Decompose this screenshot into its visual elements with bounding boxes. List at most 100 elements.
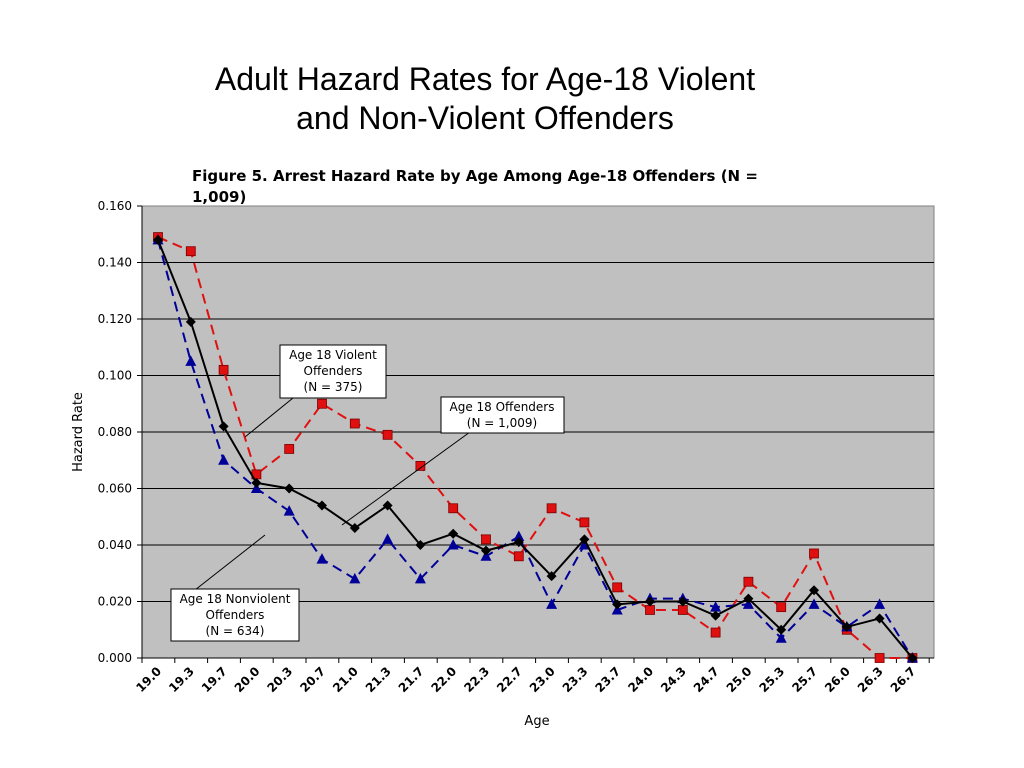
slide-title-line-1: Adult Hazard Rates for Age-18 Violent (214, 61, 756, 97)
y-tick-label: 0.120 (98, 312, 132, 326)
data-point (776, 624, 787, 635)
y-tick-label: 0.100 (98, 369, 132, 383)
data-point (546, 503, 557, 514)
series-all-offenders (153, 234, 918, 663)
x-tick-label: 23.3 (560, 664, 591, 695)
data-point (677, 605, 688, 615)
callout-nonviolent-offenders-leader (194, 534, 266, 591)
data-point (809, 548, 819, 559)
callout-violent-offenders-line-3: (N = 375) (304, 380, 363, 394)
data-point (185, 316, 196, 327)
callout-violent-offenders-leader (244, 397, 294, 438)
data-point (513, 537, 524, 548)
data-point (415, 460, 426, 471)
data-point (153, 234, 163, 245)
x-tick-label: 24.3 (658, 664, 689, 695)
series-line (157, 239, 914, 659)
x-tick-label: 23.0 (527, 664, 558, 695)
callout-nonviolent-offenders-line-1: Age 18 Nonviolent (180, 592, 291, 606)
y-tick-label: 0.000 (98, 651, 132, 665)
data-point (710, 601, 722, 612)
data-point (710, 627, 721, 638)
x-axis-ticks: 19.0 19.3 19.7 20.0 20.3 20.7 21.0 21.3 21.7 22.0… (133, 658, 930, 695)
x-tick-label: 20.3 (264, 664, 295, 695)
x-tick-label: 25.0 (724, 664, 755, 695)
x-tick-label: 19.0 (133, 664, 164, 695)
data-point (382, 533, 394, 544)
callout-all-offenders-leader (341, 431, 471, 526)
series-layer (152, 232, 918, 663)
data-point (481, 534, 491, 545)
data-point (579, 534, 590, 545)
x-tick-label: 22.7 (494, 664, 525, 695)
y-tick-label: 0.080 (98, 425, 132, 439)
data-point (448, 503, 459, 514)
data-point (776, 602, 787, 613)
data-point (481, 545, 491, 556)
callout-nonviolent-offenders-box (170, 588, 300, 642)
data-point (414, 572, 426, 584)
data-point (775, 632, 787, 643)
data-point (349, 572, 361, 584)
x-tick-label: 21.7 (396, 664, 427, 695)
data-point (218, 364, 229, 375)
slide-title-line-2: and Non-Violent Offenders (296, 100, 674, 136)
y-tick-label: 0.040 (98, 538, 132, 552)
data-point (284, 444, 295, 454)
callout-violent-offenders-box (279, 344, 387, 399)
data-point (415, 540, 426, 550)
callout-violent-offenders-line-1: Age 18 Violent (289, 348, 377, 362)
x-tick-label: 22.0 (428, 664, 459, 695)
data-point (809, 585, 819, 596)
data-point (317, 500, 327, 511)
data-point (185, 246, 196, 257)
callout-violent-offenders: Age 18 Violent Offenders (N = 375) (244, 344, 387, 438)
callout-all-offenders-box (440, 396, 565, 434)
data-point (185, 355, 197, 366)
data-point (546, 598, 558, 609)
data-point (284, 483, 295, 494)
x-tick-label: 26.7 (888, 664, 919, 695)
data-point (874, 598, 886, 609)
x-tick-label: 26.3 (855, 664, 886, 695)
data-point (382, 500, 393, 511)
data-point (316, 553, 328, 564)
y-tick-label: 0.020 (98, 595, 132, 609)
y-tick-label: 0.140 (98, 256, 132, 270)
data-point (218, 454, 230, 465)
data-point (546, 571, 557, 582)
data-point (677, 596, 688, 607)
y-tick-label: 0.160 (98, 199, 132, 213)
data-point (841, 621, 852, 632)
y-axis-ticks: 0.000 0.020 0.040 0.060 0.080 0.100 0.120 0.140… (98, 199, 142, 665)
callout-all-offenders-line-2: (N = 1,009) (467, 416, 537, 430)
x-tick-label: 22.3 (461, 664, 492, 695)
data-point (283, 505, 295, 516)
y-axis-label: Hazard Rate (71, 392, 86, 472)
data-point (448, 528, 459, 539)
callout-all-offenders-line-1: Age 18 Offenders (450, 400, 555, 414)
data-point (317, 398, 327, 409)
data-point (382, 429, 393, 440)
callout-nonviolent-offenders-line-2: Offenders (206, 608, 265, 622)
series-violent-offenders (153, 232, 918, 663)
data-point (612, 599, 623, 610)
x-tick-label: 20.7 (297, 664, 328, 695)
data-point (251, 477, 262, 488)
data-point (808, 598, 820, 609)
series-line (157, 236, 913, 659)
x-tick-label: 21.3 (363, 664, 394, 695)
data-point (645, 605, 655, 615)
data-point (907, 653, 918, 663)
callout-all-offenders: Age 18 Offenders (N = 1,009) (341, 396, 565, 526)
data-point (612, 582, 623, 593)
x-tick-label: 25.7 (789, 664, 820, 695)
data-point (645, 596, 655, 607)
x-tick-label: 19.3 (166, 664, 197, 695)
x-tick-label: 23.7 (592, 664, 623, 695)
x-tick-label: 26.0 (822, 664, 853, 695)
series-line (157, 239, 914, 659)
data-point (218, 421, 229, 432)
callout-nonviolent-offenders-line-3: (N = 634) (206, 624, 265, 638)
